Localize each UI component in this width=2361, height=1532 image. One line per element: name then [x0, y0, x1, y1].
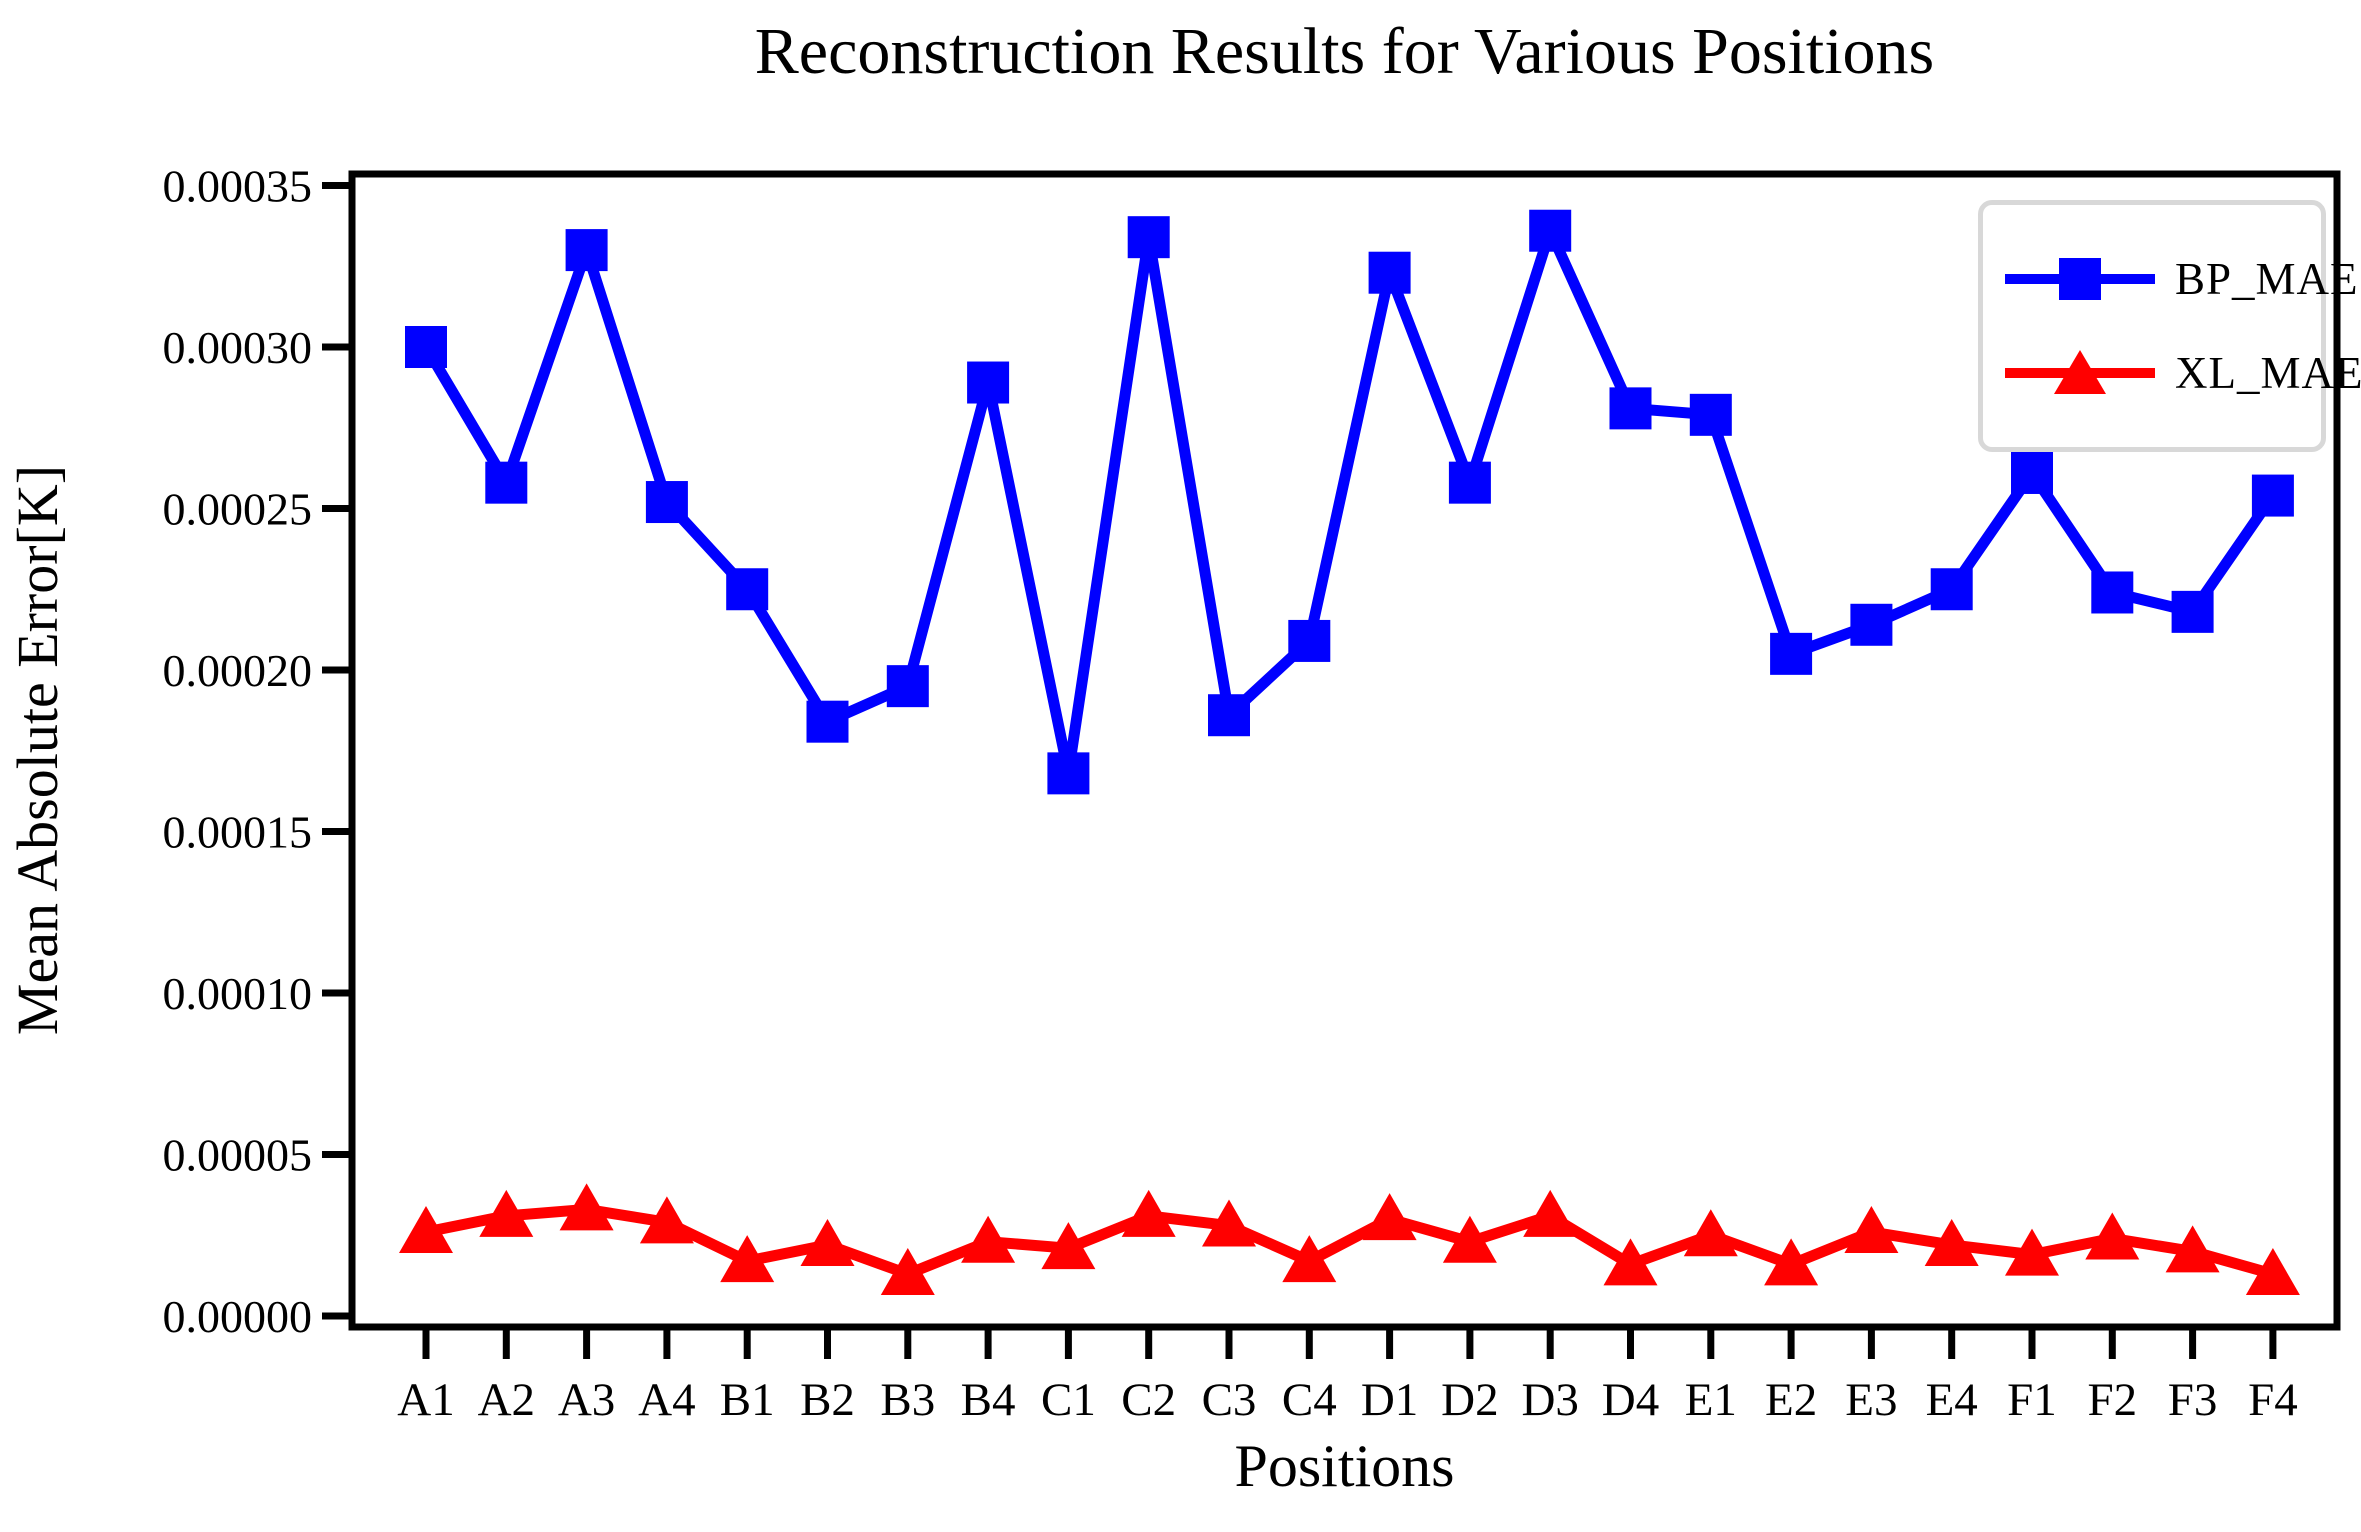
data-point-xl_mae: [1764, 1238, 1819, 1286]
x-tick-label: C2: [1121, 1374, 1176, 1426]
y-tick-label: 0.00010: [163, 968, 313, 1019]
data-point-bp_mae: [1288, 619, 1331, 662]
x-tick-label: C3: [1202, 1374, 1257, 1426]
x-tick-label: A3: [558, 1374, 615, 1426]
y-tick-label: 0.00030: [163, 322, 313, 373]
data-point-bp_mae: [565, 229, 608, 272]
y-tick-label: 0.00025: [163, 484, 313, 535]
data-point-bp_mae: [806, 700, 849, 743]
axes-spines: [348, 170, 2341, 1331]
data-point-bp_mae: [2091, 571, 2134, 614]
y-axis-title: Mean Absolute Error[K]: [5, 464, 70, 1036]
legend-label: XL_MAE: [2175, 348, 2361, 398]
legend-square-marker-icon: [2005, 258, 2155, 300]
data-point-xl_mae: [1844, 1206, 1899, 1254]
x-tick-label: F1: [2007, 1374, 2057, 1426]
x-tick-label: B3: [880, 1374, 935, 1426]
data-point-xl_mae: [2165, 1225, 2220, 1273]
data-point-bp_mae: [886, 665, 929, 708]
x-tick-label: B4: [961, 1374, 1016, 1426]
data-point-xl_mae: [880, 1248, 935, 1296]
x-tick-label: D2: [1441, 1374, 1498, 1426]
data-point-bp_mae: [1529, 209, 1572, 252]
x-axis-title: Positions: [1234, 1433, 1455, 1499]
x-tick-label: C4: [1282, 1374, 1337, 1426]
data-point-xl_mae: [1924, 1218, 1979, 1266]
legend-box: BP_MAE XL_MAE: [1978, 200, 2361, 452]
x-tick-label: D1: [1361, 1374, 1418, 1426]
data-point-bp_mae: [967, 361, 1010, 404]
data-point-xl_mae: [1282, 1235, 1337, 1283]
data-point-xl_mae: [2245, 1248, 2300, 1296]
data-point-xl_mae: [1121, 1189, 1176, 1237]
data-point-xl_mae: [1202, 1199, 1256, 1247]
y-tick-label: 0.00020: [163, 645, 313, 696]
legend-entry-xl-mae: XL_MAE: [1983, 347, 2361, 399]
data-point-xl_mae: [1442, 1215, 1497, 1263]
data-point-bp_mae: [1368, 251, 1411, 294]
x-tick-label: E3: [1845, 1374, 1897, 1426]
data-point-xl_mae: [800, 1218, 855, 1266]
data-point-bp_mae: [2251, 474, 2294, 517]
x-tick-label: E4: [1926, 1374, 1978, 1426]
data-point-xl_mae: [1683, 1209, 1738, 1257]
data-point-bp_mae: [1047, 752, 1090, 795]
x-tick-label: A2: [478, 1374, 535, 1426]
data-point-bp_mae: [1689, 393, 1732, 436]
data-point-xl_mae: [720, 1235, 775, 1283]
series-line-xl_mae: [424, 1203, 2275, 1280]
x-tick-label: A1: [397, 1374, 454, 1426]
data-point-xl_mae: [1362, 1193, 1417, 1241]
x-tick-label: E1: [1685, 1374, 1737, 1426]
data-point-bp_mae: [2171, 590, 2214, 633]
data-point-bp_mae: [1850, 603, 1893, 646]
data-point-bp_mae: [1770, 632, 1813, 675]
data-point-xl_mae: [479, 1189, 534, 1237]
data-point-bp_mae: [405, 326, 447, 368]
x-tick-label: D3: [1521, 1374, 1578, 1426]
x-tick-label: C1: [1041, 1374, 1096, 1426]
data-point-xl_mae: [1603, 1238, 1658, 1286]
x-tick-label: F2: [2087, 1374, 2137, 1426]
x-tick-label: F4: [2248, 1374, 2298, 1426]
data-point-bp_mae: [2011, 451, 2053, 494]
x-tick-label: D4: [1602, 1374, 1659, 1426]
x-tick-label: E2: [1765, 1374, 1817, 1426]
data-point-xl_mae: [559, 1183, 614, 1231]
data-point-bp_mae: [1448, 461, 1491, 504]
data-point-bp_mae: [726, 568, 769, 611]
data-point-bp_mae: [1127, 216, 1170, 259]
data-point-xl_mae: [1523, 1189, 1578, 1237]
x-tick-label: F3: [2168, 1374, 2218, 1426]
data-point-xl_mae: [639, 1196, 694, 1244]
y-tick-label: 0.00005: [163, 1130, 313, 1181]
data-point-xl_mae: [399, 1206, 453, 1254]
data-point-bp_mae: [1208, 694, 1250, 737]
y-tick-label: 0.00035: [163, 161, 313, 212]
legend-label: BP_MAE: [2175, 254, 2359, 304]
x-tick-label: B2: [800, 1374, 855, 1426]
legend-triangle-marker-icon: [2005, 350, 2155, 394]
y-tick-label: 0.00000: [163, 1291, 313, 1342]
x-tick-label: B1: [720, 1374, 775, 1426]
x-tick-label: A4: [638, 1374, 695, 1426]
data-point-bp_mae: [1609, 387, 1652, 430]
data-point-xl_mae: [2085, 1212, 2140, 1260]
data-point-xl_mae: [1041, 1222, 1096, 1270]
data-point-xl_mae: [2005, 1228, 2059, 1276]
chart-title: Reconstruction Results for Various Posit…: [754, 15, 1935, 88]
legend-entry-bp-mae: BP_MAE: [1983, 253, 2358, 305]
data-point-bp_mae: [485, 461, 528, 504]
y-tick-label: 0.00015: [163, 807, 313, 858]
data-point-bp_mae: [645, 481, 688, 524]
data-point-xl_mae: [961, 1215, 1016, 1263]
data-point-bp_mae: [1930, 568, 1973, 611]
